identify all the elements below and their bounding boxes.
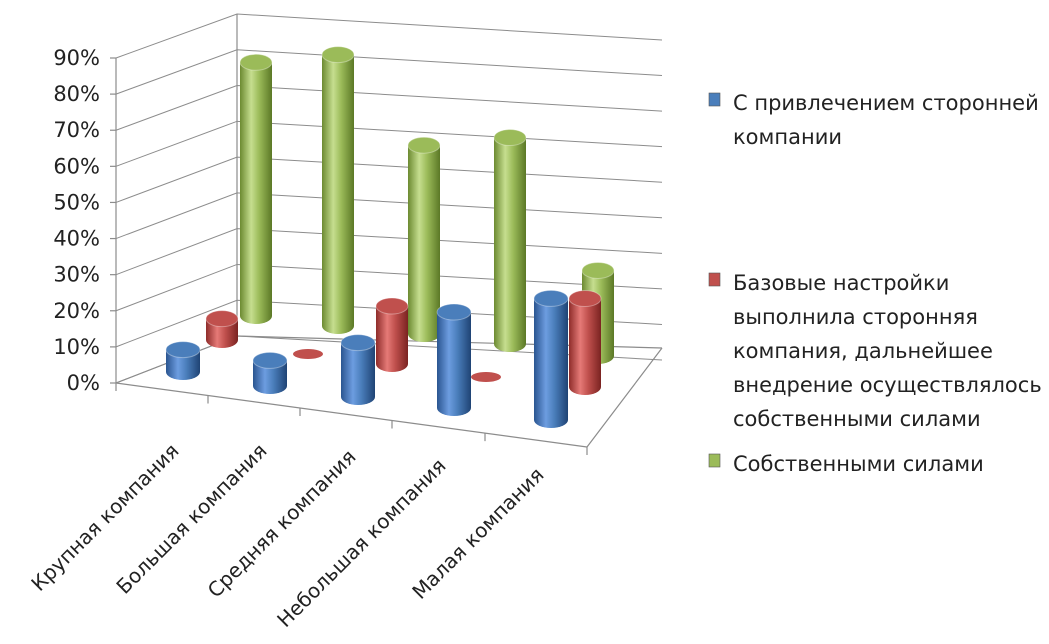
legend-swatch bbox=[708, 92, 721, 107]
y-axis-ticks: 0% 10% 20% 30% 40% 50% 60% 70% 80% 90% bbox=[53, 46, 100, 395]
legend-label: компания, дальнейшее bbox=[733, 339, 993, 363]
bar bbox=[321, 46, 355, 334]
legend-item: Собственными силами bbox=[708, 452, 984, 476]
bar-top bbox=[568, 290, 602, 308]
y-tick-label: 90% bbox=[53, 46, 100, 70]
x-category-label: Большая компания bbox=[111, 439, 271, 599]
legend-label: компании bbox=[733, 125, 842, 149]
bar bbox=[533, 289, 569, 428]
legend-item: С привлечением сторонней компании bbox=[708, 91, 1039, 149]
bar-body bbox=[253, 360, 287, 394]
bar-top bbox=[493, 129, 527, 146]
bar-body bbox=[206, 318, 238, 348]
gridline bbox=[115, 49, 663, 95]
gridline bbox=[115, 120, 663, 167]
bar-body bbox=[569, 298, 601, 395]
bar bbox=[340, 334, 376, 405]
bar-body bbox=[322, 54, 354, 334]
legend-label: собственными силами bbox=[733, 407, 981, 431]
bar-top bbox=[407, 136, 441, 154]
bars bbox=[165, 46, 615, 428]
y-tick-label: 70% bbox=[53, 118, 100, 142]
bar-body bbox=[376, 306, 408, 372]
bar bbox=[252, 351, 288, 394]
legend: С привлечением сторонней компании Базовые … bbox=[708, 91, 1042, 476]
bar-top bbox=[239, 53, 273, 71]
legend-label: С привлечением сторонней bbox=[733, 91, 1039, 115]
legend-label: выполнила сторонняя bbox=[733, 305, 978, 329]
bar-body bbox=[240, 62, 272, 325]
gridline bbox=[115, 13, 663, 59]
bar-top bbox=[165, 341, 201, 359]
bar-top bbox=[205, 310, 239, 328]
y-tick-label: 40% bbox=[53, 227, 100, 251]
bar bbox=[436, 303, 472, 416]
bar bbox=[407, 136, 441, 342]
bar-top bbox=[375, 297, 409, 315]
x-category-label: Небольшая компания bbox=[272, 454, 450, 632]
legend-label: Базовые настройки bbox=[733, 271, 949, 295]
x-category-label: Крупная компания bbox=[26, 439, 183, 596]
y-tick-label: 10% bbox=[53, 335, 100, 359]
legend-label: внедрение осуществлялось bbox=[733, 373, 1042, 397]
bar bbox=[165, 341, 201, 380]
bar-top bbox=[436, 303, 472, 321]
bar bbox=[205, 310, 239, 348]
y-tick-label: 80% bbox=[53, 82, 100, 106]
bar-body bbox=[534, 298, 568, 428]
y-tick-label: 50% bbox=[53, 190, 100, 214]
bar bbox=[293, 349, 323, 359]
y-tick-label: 60% bbox=[53, 154, 100, 178]
bar-top bbox=[581, 261, 615, 279]
bar-top bbox=[533, 289, 569, 307]
bar-body bbox=[437, 312, 471, 416]
bar bbox=[375, 297, 409, 372]
y-tick-label: 0% bbox=[67, 371, 100, 395]
legend-swatch bbox=[708, 453, 721, 468]
bar-top bbox=[252, 351, 288, 369]
bar-base bbox=[471, 372, 501, 382]
bar bbox=[239, 53, 273, 325]
bar-body bbox=[408, 145, 440, 342]
gridline bbox=[115, 85, 663, 131]
bar-body bbox=[166, 349, 200, 380]
bar-base bbox=[293, 349, 323, 359]
gridline bbox=[115, 156, 663, 203]
legend-item: Базовые настройки выполнила сторонняя комп… bbox=[708, 271, 1042, 431]
bar-top bbox=[340, 334, 376, 352]
bar bbox=[471, 372, 501, 382]
bar-body bbox=[341, 342, 375, 405]
y-tick-label: 20% bbox=[53, 299, 100, 323]
bar-body bbox=[494, 137, 526, 352]
gridline bbox=[115, 228, 663, 276]
y-tick-label: 30% bbox=[53, 263, 100, 287]
gridline bbox=[115, 192, 663, 240]
legend-swatch bbox=[708, 272, 721, 287]
bar-top bbox=[321, 46, 355, 64]
bar bbox=[568, 290, 602, 395]
bar bbox=[493, 129, 527, 352]
legend-label: Собственными силами bbox=[733, 452, 984, 476]
